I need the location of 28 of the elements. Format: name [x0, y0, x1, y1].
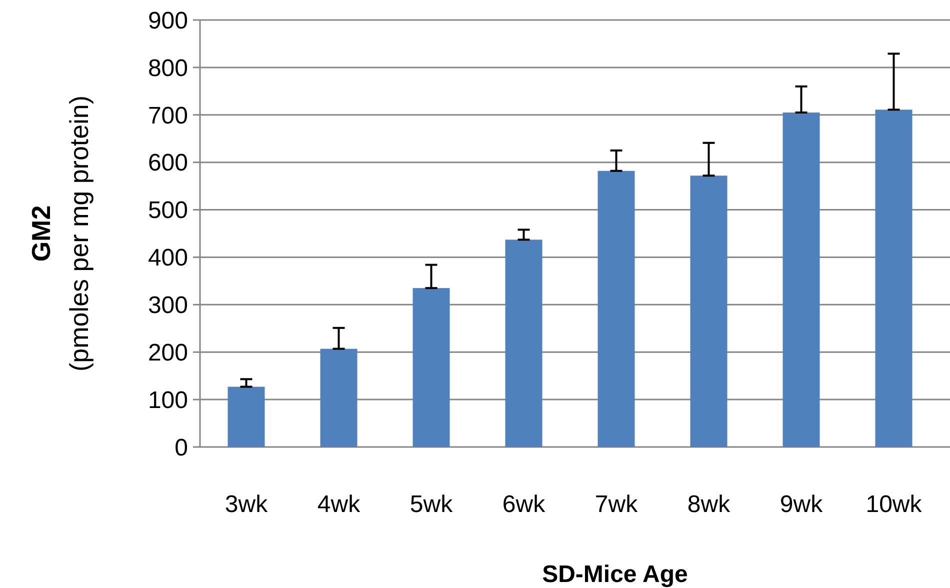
x-tick-label: 10wk: [866, 491, 923, 518]
x-tick-label: 3wk: [224, 491, 269, 518]
y-tick-label: 0: [174, 434, 188, 462]
bar: [598, 170, 635, 447]
y-tick-label: 700: [148, 102, 188, 130]
y-tick-label: 900: [148, 7, 188, 34]
x-tick-label: 8wk: [687, 491, 732, 518]
bar: [505, 240, 542, 447]
x-tick-label: 7wk: [594, 491, 639, 518]
bar: [690, 176, 728, 447]
bar: [412, 288, 450, 447]
x-tick-label: 4wk: [317, 491, 362, 518]
bar: [875, 110, 912, 447]
y-tick-label: 400: [148, 244, 188, 272]
x-tick-label: 5wk: [410, 491, 454, 518]
bar: [228, 386, 265, 447]
y-axis-title: GM2 (pmoles per mg protein): [26, 96, 94, 372]
y-tick-label: 300: [148, 292, 188, 320]
y-tick-label: 500: [148, 197, 188, 224]
y-tick-label: 100: [148, 386, 188, 414]
x-axis-title: SD-Mice Age: [542, 561, 688, 588]
y-tick-label: 600: [148, 150, 188, 177]
y-tick-label: 800: [148, 54, 188, 82]
x-tick-label: 9wk: [780, 491, 824, 518]
x-tick-label: 6wk: [502, 491, 546, 518]
y-tick-label: 200: [148, 340, 188, 367]
bar: [782, 112, 820, 447]
bar: [320, 348, 358, 447]
